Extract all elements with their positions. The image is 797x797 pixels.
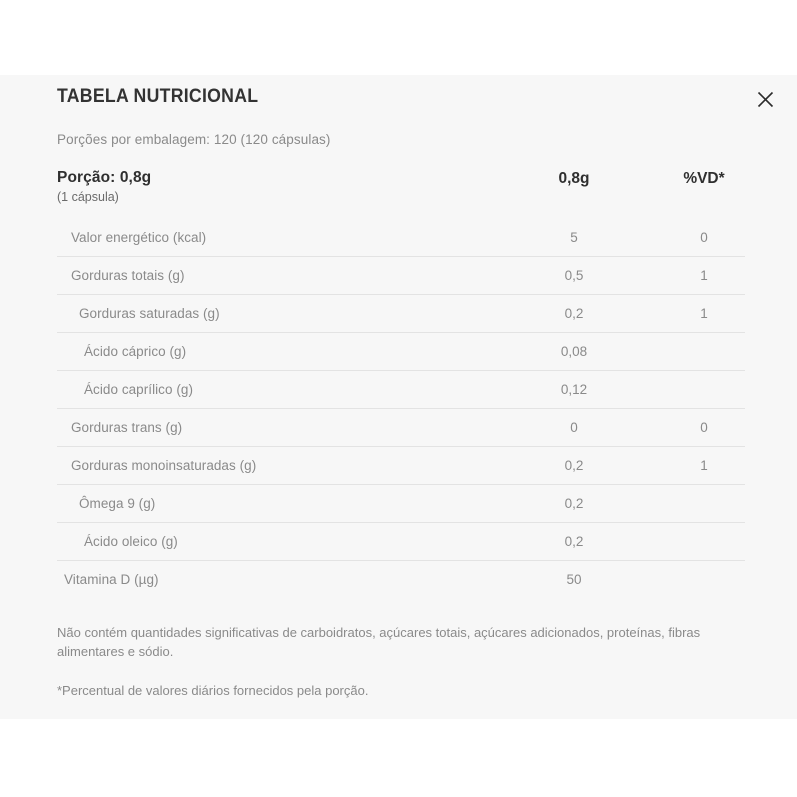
ingredients-title: Ingredientes: [57, 700, 697, 719]
table-row: Ácido cáprico (g) 0,08: [57, 333, 745, 371]
note-daily-value: *Percentual de valores diários fornecido…: [57, 683, 369, 698]
row-amount: 5: [570, 230, 578, 245]
close-icon[interactable]: [751, 85, 779, 113]
table-row: Gorduras totais (g) 0,5 1: [57, 257, 745, 295]
portion-sublabel: (1 cápsula): [57, 190, 119, 204]
row-amount: 0,12: [560, 382, 588, 397]
table-row: Gorduras saturadas (g) 0,2 1: [57, 295, 745, 333]
table-row: Gorduras monoinsaturadas (g) 0,2 1: [57, 447, 745, 485]
table-row: Gorduras trans (g) 0 0: [57, 409, 745, 447]
column-header-amount: 0,8g: [558, 170, 590, 187]
row-amount: 0,2: [564, 496, 584, 511]
table-row: Ácido oleico (g) 0,2: [57, 523, 745, 561]
row-daily-value: 1: [700, 458, 708, 473]
row-label: Vitamina D (µg): [64, 572, 159, 587]
table-row: Valor energético (kcal) 5 0: [57, 219, 745, 257]
row-label: Ácido cáprico (g): [84, 344, 187, 359]
table-row: Vitamina D (µg) 50: [57, 561, 745, 598]
row-daily-value: 0: [700, 420, 708, 435]
panel-content: TABELA NUTRICIONAL Porções por embalagem…: [57, 75, 745, 719]
row-amount: 0,08: [560, 344, 588, 359]
row-daily-value: 0: [700, 230, 708, 245]
row-amount: 0: [570, 420, 578, 435]
row-label: Valor energético (kcal): [71, 230, 207, 245]
row-amount: 0,2: [564, 458, 584, 473]
column-header-daily-value: %VD*: [683, 170, 725, 187]
page-title: TABELA NUTRICIONAL: [57, 86, 259, 107]
row-label: Ácido caprílico (g): [84, 382, 193, 397]
row-label: Ômega 9 (g): [79, 496, 156, 511]
table-row: Ômega 9 (g) 0,2: [57, 485, 745, 523]
row-label: Ácido oleico (g): [84, 534, 178, 549]
row-daily-value: 1: [700, 306, 708, 321]
nutrition-rows: Valor energético (kcal) 5 0 Gorduras totais…: [57, 219, 745, 598]
table-row: Ácido caprílico (g) 0,12: [57, 371, 745, 409]
table-header-row: Porção: 0,8g (1 cápsula) 0,8g %VD*: [57, 169, 745, 219]
row-daily-value: 1: [700, 268, 708, 283]
row-amount: 0,5: [564, 268, 584, 283]
servings-per-package: Porções por embalagem: 120 (120 cápsulas…: [57, 132, 331, 147]
row-amount: 0,2: [564, 534, 584, 549]
nutrition-table-panel: TABELA NUTRICIONAL Porções por embalagem…: [0, 75, 797, 719]
row-label: Gorduras saturadas (g): [79, 306, 220, 321]
row-label: Gorduras trans (g): [71, 420, 183, 435]
row-amount: 50: [566, 572, 582, 587]
row-label: Gorduras totais (g): [71, 268, 185, 283]
row-label: Gorduras monoinsaturadas (g): [71, 458, 257, 473]
note-insignificant-amounts: Não contém quantidades significativas de…: [57, 625, 701, 659]
row-amount: 0,2: [564, 306, 584, 321]
portion-label: Porção: 0,8g: [57, 169, 152, 186]
